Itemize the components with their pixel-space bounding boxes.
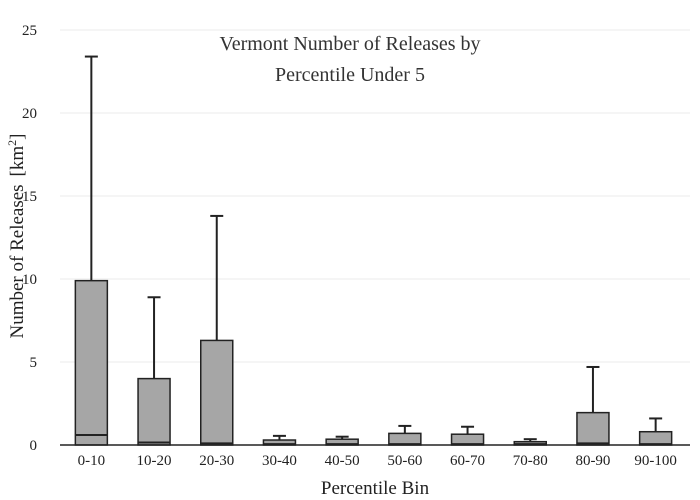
box-iqr <box>200 339 234 446</box>
chart-title-line-1: Vermont Number of Releases by <box>219 33 480 55</box>
x-axis-ticks: 0-10 10-20 20-30 30-40 40-50 50-60 60-70 70-80 8… <box>78 453 677 469</box>
box-50-60 <box>388 424 422 446</box>
box-iqr <box>576 411 610 446</box>
chart-title-line-2: Percentile Under 5 <box>275 64 425 86</box>
y-tick-label: 25 <box>22 23 37 39</box>
x-tick-label: 90-100 <box>634 453 677 469</box>
x-axis-label: Percentile Bin <box>321 478 430 499</box>
x-tick-label: 40-50 <box>325 453 360 469</box>
y-axis-label-unit-close: ] <box>7 134 28 140</box>
y-tick-label: 5 <box>30 355 38 371</box>
box-80-90 <box>576 365 610 446</box>
box-iqr <box>638 430 673 446</box>
box-30-40 <box>262 434 297 446</box>
box-20-30 <box>200 214 234 446</box>
y-tick-label: 0 <box>30 438 38 454</box>
box-10-20 <box>137 296 171 446</box>
box-0-10 <box>74 55 109 446</box>
y-tick-label: 15 <box>22 189 37 205</box>
y-axis-label-text: Number of Releases <box>7 184 28 338</box>
box-iqr <box>74 279 109 446</box>
box-iqr <box>137 377 171 446</box>
x-tick-label: 70-80 <box>513 453 548 469</box>
y-axis-ticks: 0 5 10 15 20 25 <box>22 23 37 454</box>
x-tick-label: 50-60 <box>387 453 422 469</box>
x-tick-label: 0-10 <box>78 453 106 469</box>
x-tick-label: 60-70 <box>450 453 485 469</box>
x-tick-label: 20-30 <box>199 453 234 469</box>
y-tick-label: 10 <box>22 272 37 288</box>
box-series <box>74 55 673 446</box>
box-90-100 <box>638 417 673 446</box>
y-axis-label-unit-sup: 2 <box>5 140 19 146</box>
box-70-80 <box>513 438 547 446</box>
box-60-70 <box>450 425 485 446</box>
y-axis-label-unit: [km <box>7 146 28 177</box>
gridlines <box>60 29 690 363</box>
y-axis-label: Number of Releases [km2] <box>5 134 28 339</box>
x-tick-label: 80-90 <box>575 453 610 469</box>
x-tick-label: 30-40 <box>262 453 297 469</box>
y-tick-label: 20 <box>22 106 37 122</box>
x-tick-label: 10-20 <box>137 453 172 469</box>
box-40-50 <box>325 435 359 446</box>
